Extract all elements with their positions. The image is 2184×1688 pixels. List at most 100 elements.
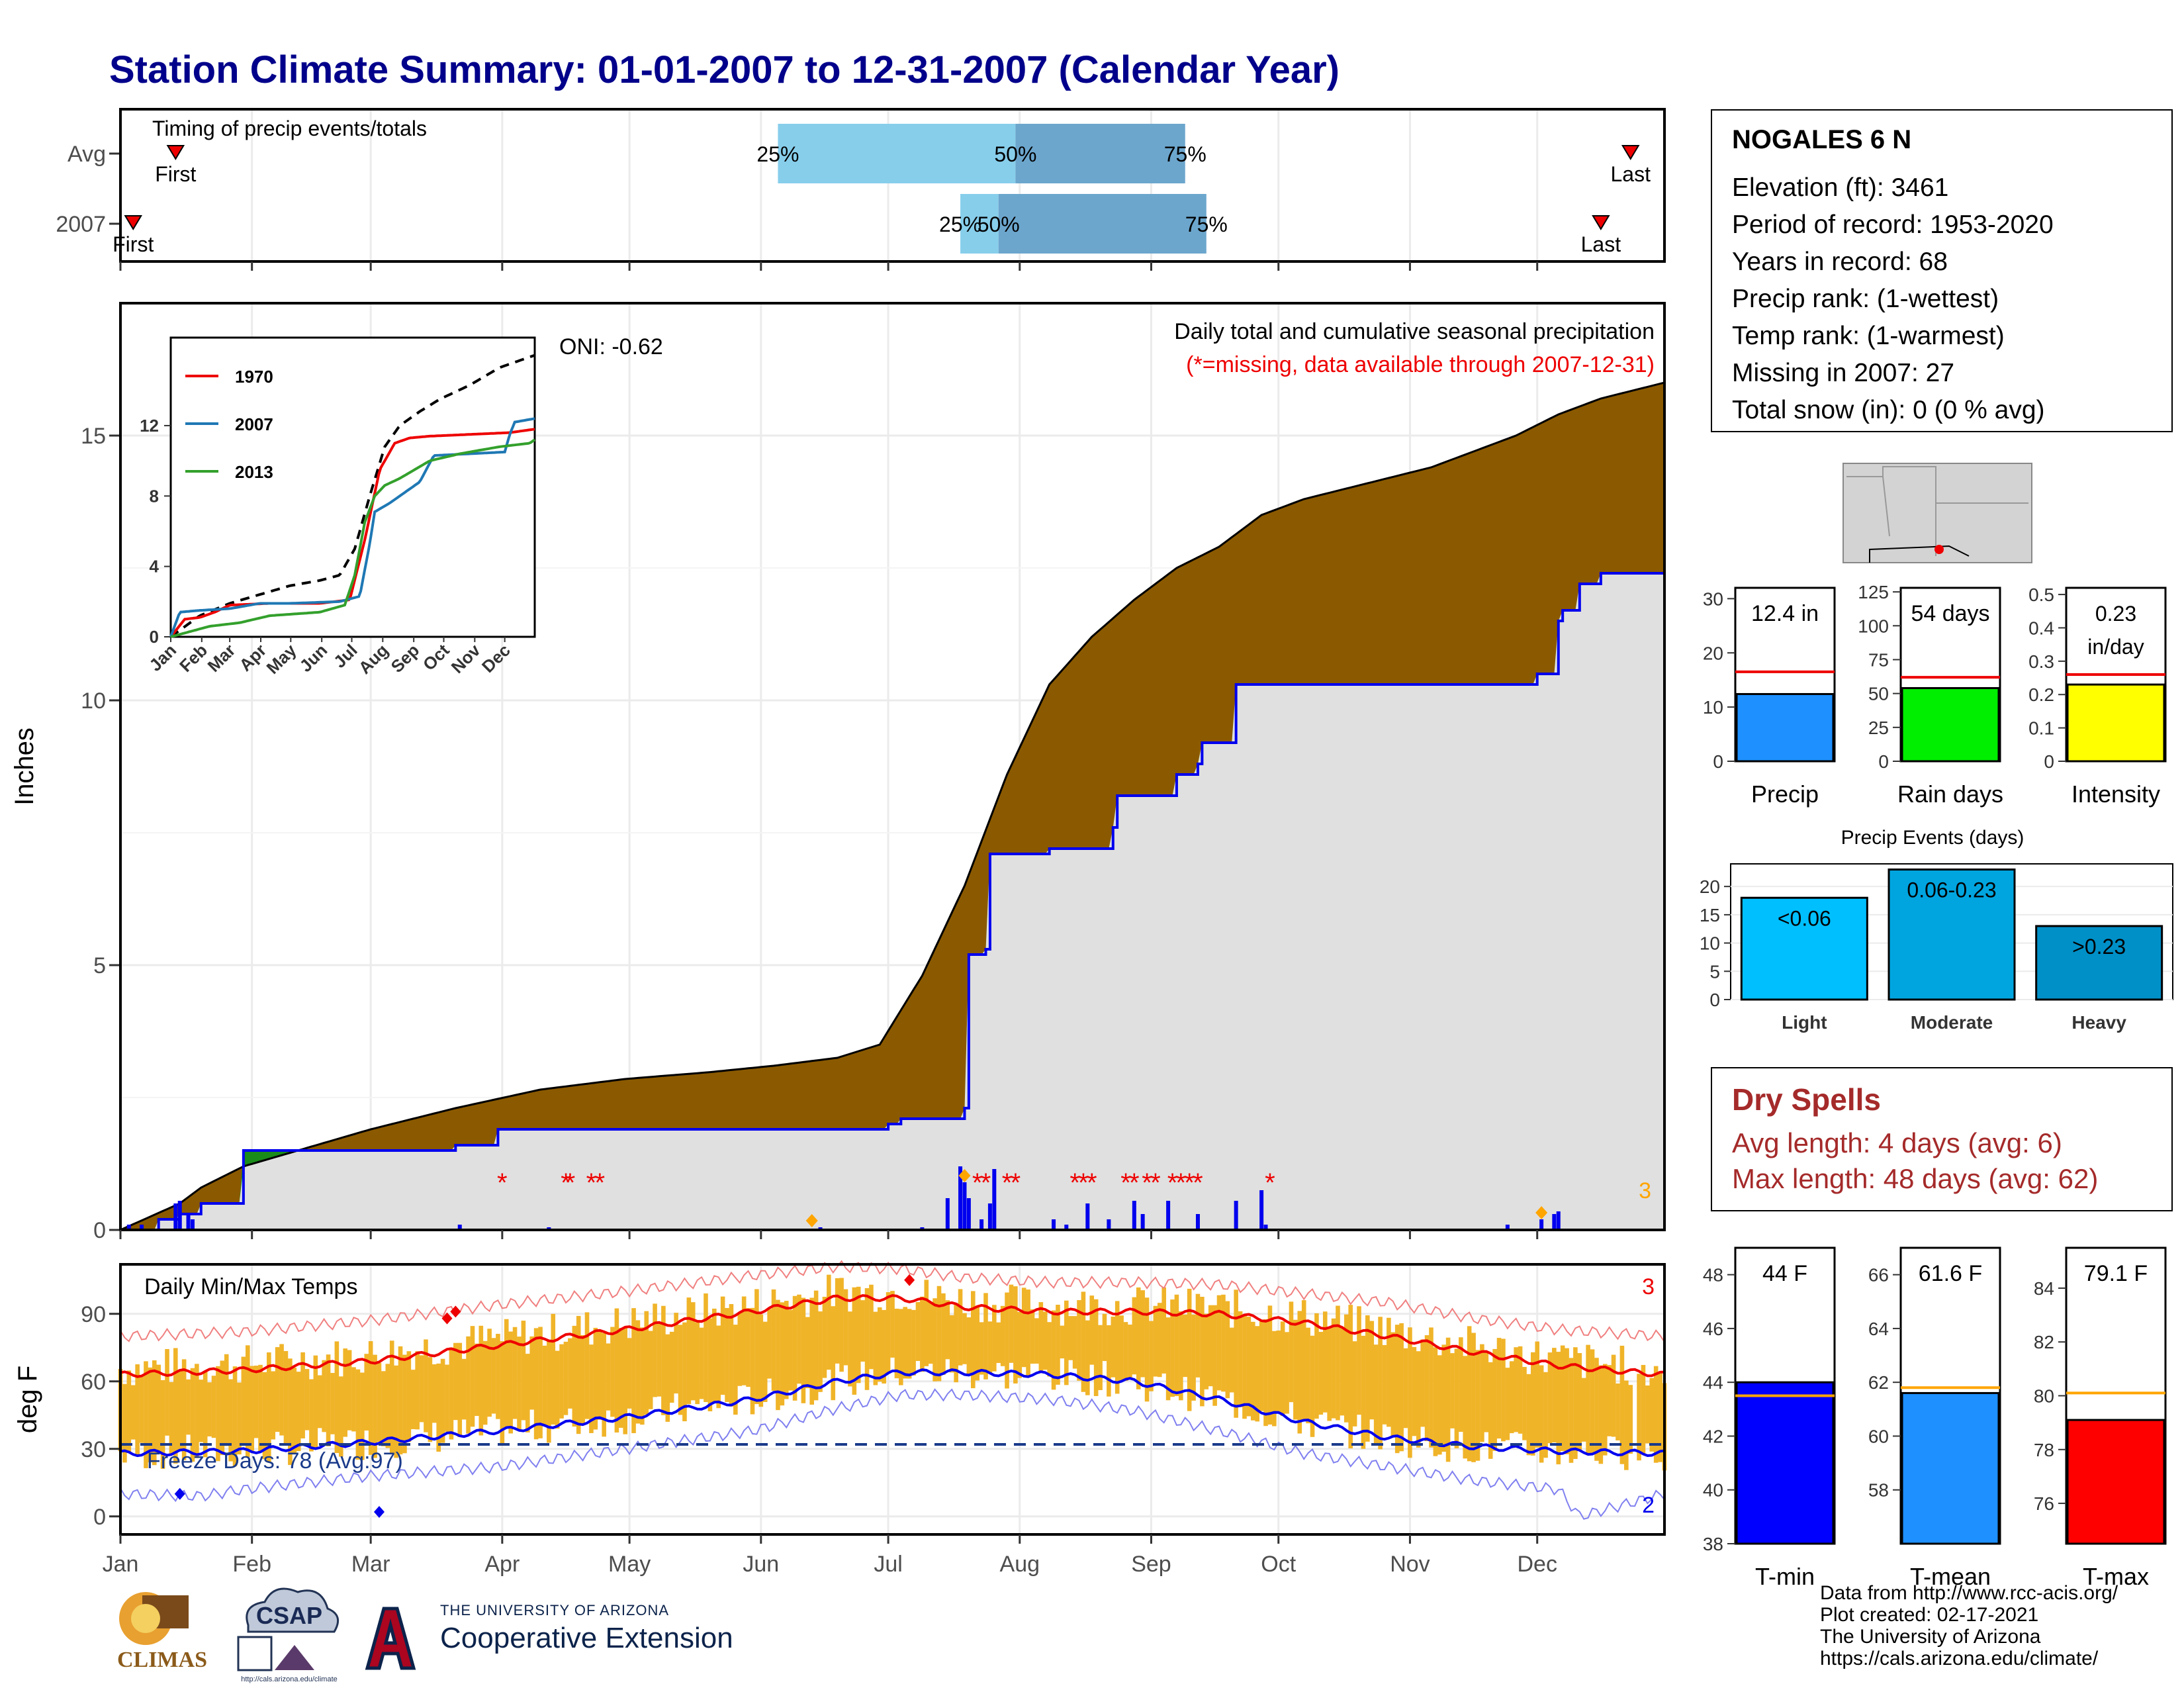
precip-events-bar	[2035, 925, 2163, 1001]
temp-daily-bar	[852, 1287, 857, 1395]
temp-daily-bar	[954, 1303, 958, 1383]
precip-daily-bar	[126, 1225, 131, 1230]
temp-panel-border	[119, 1263, 1666, 1536]
temp-daily-bar	[653, 1303, 657, 1397]
temp-daily-bar	[1560, 1345, 1565, 1452]
temp-avg-max-line	[120, 1293, 1665, 1378]
temp-daily-bar	[1060, 1325, 1065, 1359]
temp-daily-bar	[707, 1318, 713, 1412]
temp-summary-y-tick-label: 64	[1868, 1319, 1889, 1339]
temp-daily-bar	[1246, 1316, 1251, 1417]
temp-daily-bar	[864, 1288, 870, 1390]
temp-daily-bar	[436, 1363, 441, 1452]
timing-label-50: 50%	[994, 142, 1036, 166]
precip-daily-bar	[1166, 1201, 1171, 1230]
temp-daily-bar	[1552, 1348, 1557, 1442]
temp-summary-y-tick-label: 84	[2034, 1278, 2054, 1299]
temp-daily-bar	[1051, 1310, 1056, 1390]
inset-legend-label: 1970	[235, 367, 273, 387]
temp-daily-bar	[801, 1297, 806, 1403]
temp-daily-bar	[1081, 1291, 1086, 1392]
precip-missing-marker: *	[1087, 1168, 1097, 1197]
temp-summary-y-tick-label: 82	[2034, 1332, 2054, 1352]
temp-daily-bar	[911, 1309, 916, 1376]
temp-daily-bar	[657, 1323, 662, 1397]
temp-top-count: 3	[1642, 1274, 1655, 1299]
month-label: Apr	[484, 1552, 520, 1577]
timing-row-label: 2007	[56, 212, 106, 237]
temp-daily-bar	[746, 1308, 751, 1387]
temp-daily-bar	[330, 1373, 335, 1434]
temp-daily-bar	[135, 1364, 140, 1456]
precip-events-bar-label: >0.23	[2072, 935, 2126, 959]
temp-daily-bar	[758, 1314, 764, 1407]
temp-daily-bar	[262, 1372, 267, 1460]
temp-daily-bar	[750, 1307, 755, 1415]
temp-daily-bar	[788, 1309, 793, 1391]
precip-daily-bar	[1052, 1219, 1056, 1230]
temp-summary-bar	[1901, 1391, 2000, 1545]
temp-summary-y-tick-label: 78	[2034, 1440, 2054, 1460]
inset-line-2013	[170, 438, 536, 638]
temp-daily-bar	[177, 1370, 183, 1451]
timing-label-last: Last	[1581, 232, 1621, 256]
precip-summary-value-label: 54 days	[1911, 601, 1989, 626]
precip-events-category: Heavy	[2071, 1012, 2126, 1033]
precip-daily-bar	[1085, 1203, 1090, 1230]
temp-daily-bar	[292, 1367, 297, 1453]
temp-daily-bar	[351, 1367, 356, 1432]
precip-y-tick-label: 15	[81, 424, 106, 449]
temp-daily-bar	[373, 1354, 377, 1458]
temp-daily-bar	[737, 1312, 743, 1386]
temp-daily-bar	[784, 1301, 789, 1399]
temp-summary-x-label: T-max	[2083, 1563, 2149, 1590]
temp-summary-y-tick-label: 76	[2034, 1493, 2054, 1514]
temp-daily-bar	[1387, 1317, 1391, 1427]
temp-record-marker	[373, 1506, 385, 1518]
temp-daily-bar	[725, 1307, 729, 1402]
temp-daily-bar	[1340, 1327, 1345, 1416]
temp-summary-y-tick-label: 62	[1868, 1372, 1889, 1393]
temp-y-tick-label: 0	[93, 1505, 106, 1530]
temp-daily-bar	[122, 1383, 127, 1463]
temp-daily-bar	[1361, 1335, 1366, 1449]
temp-daily-bar	[644, 1311, 649, 1415]
temp-daily-bar	[551, 1313, 556, 1425]
timing-marker-last	[1621, 145, 1640, 160]
temp-daily-bar	[771, 1289, 776, 1391]
temp-daily-bar	[1607, 1365, 1612, 1436]
temp-daily-bar	[322, 1360, 326, 1432]
temp-daily-bar	[762, 1321, 768, 1402]
temp-daily-bar	[686, 1297, 692, 1405]
inset-legend-label: 2013	[235, 462, 273, 482]
temp-daily-bar	[368, 1341, 373, 1455]
precip-missing-marker: *	[1142, 1168, 1152, 1197]
precip-summary-bar	[2066, 683, 2165, 763]
precip-missing-marker: *	[1265, 1168, 1275, 1197]
temp-daily-bar	[1352, 1341, 1357, 1427]
temp-record-marker	[904, 1274, 915, 1286]
temp-daily-bar	[195, 1364, 199, 1458]
temp-daily-bar	[1157, 1303, 1162, 1378]
temp-daily-bar	[267, 1352, 271, 1463]
info-precip-rank: Precip rank: (1-wettest)	[1732, 285, 1999, 313]
temp-daily-bar	[1208, 1305, 1213, 1387]
temp-daily-bar	[220, 1360, 225, 1456]
precip-daily-bar	[1505, 1225, 1510, 1230]
temp-daily-bar	[1598, 1365, 1604, 1464]
temp-daily-bar	[428, 1357, 433, 1442]
temp-daily-bar	[1276, 1330, 1281, 1412]
month-label: Jan	[103, 1552, 139, 1577]
temp-daily-bar	[576, 1315, 581, 1434]
temp-daily-bar	[1645, 1385, 1650, 1444]
precip-summary-y-tick-label: 30	[1703, 588, 1723, 609]
timing-bar-50-75	[998, 194, 1206, 254]
precip-events-y-tick-label: 10	[1700, 933, 1720, 954]
temp-daily-bar	[1047, 1322, 1052, 1377]
precip-missing-marker: *	[497, 1168, 508, 1197]
precip-daily-bar	[457, 1225, 462, 1230]
temp-daily-bar	[504, 1319, 509, 1429]
coop-ext-text: Cooperative Extension	[440, 1622, 733, 1654]
csap-logo: CSAP http://cals.arizona.edu/climate	[237, 1587, 340, 1683]
timing-bar-50-75	[1015, 124, 1185, 183]
